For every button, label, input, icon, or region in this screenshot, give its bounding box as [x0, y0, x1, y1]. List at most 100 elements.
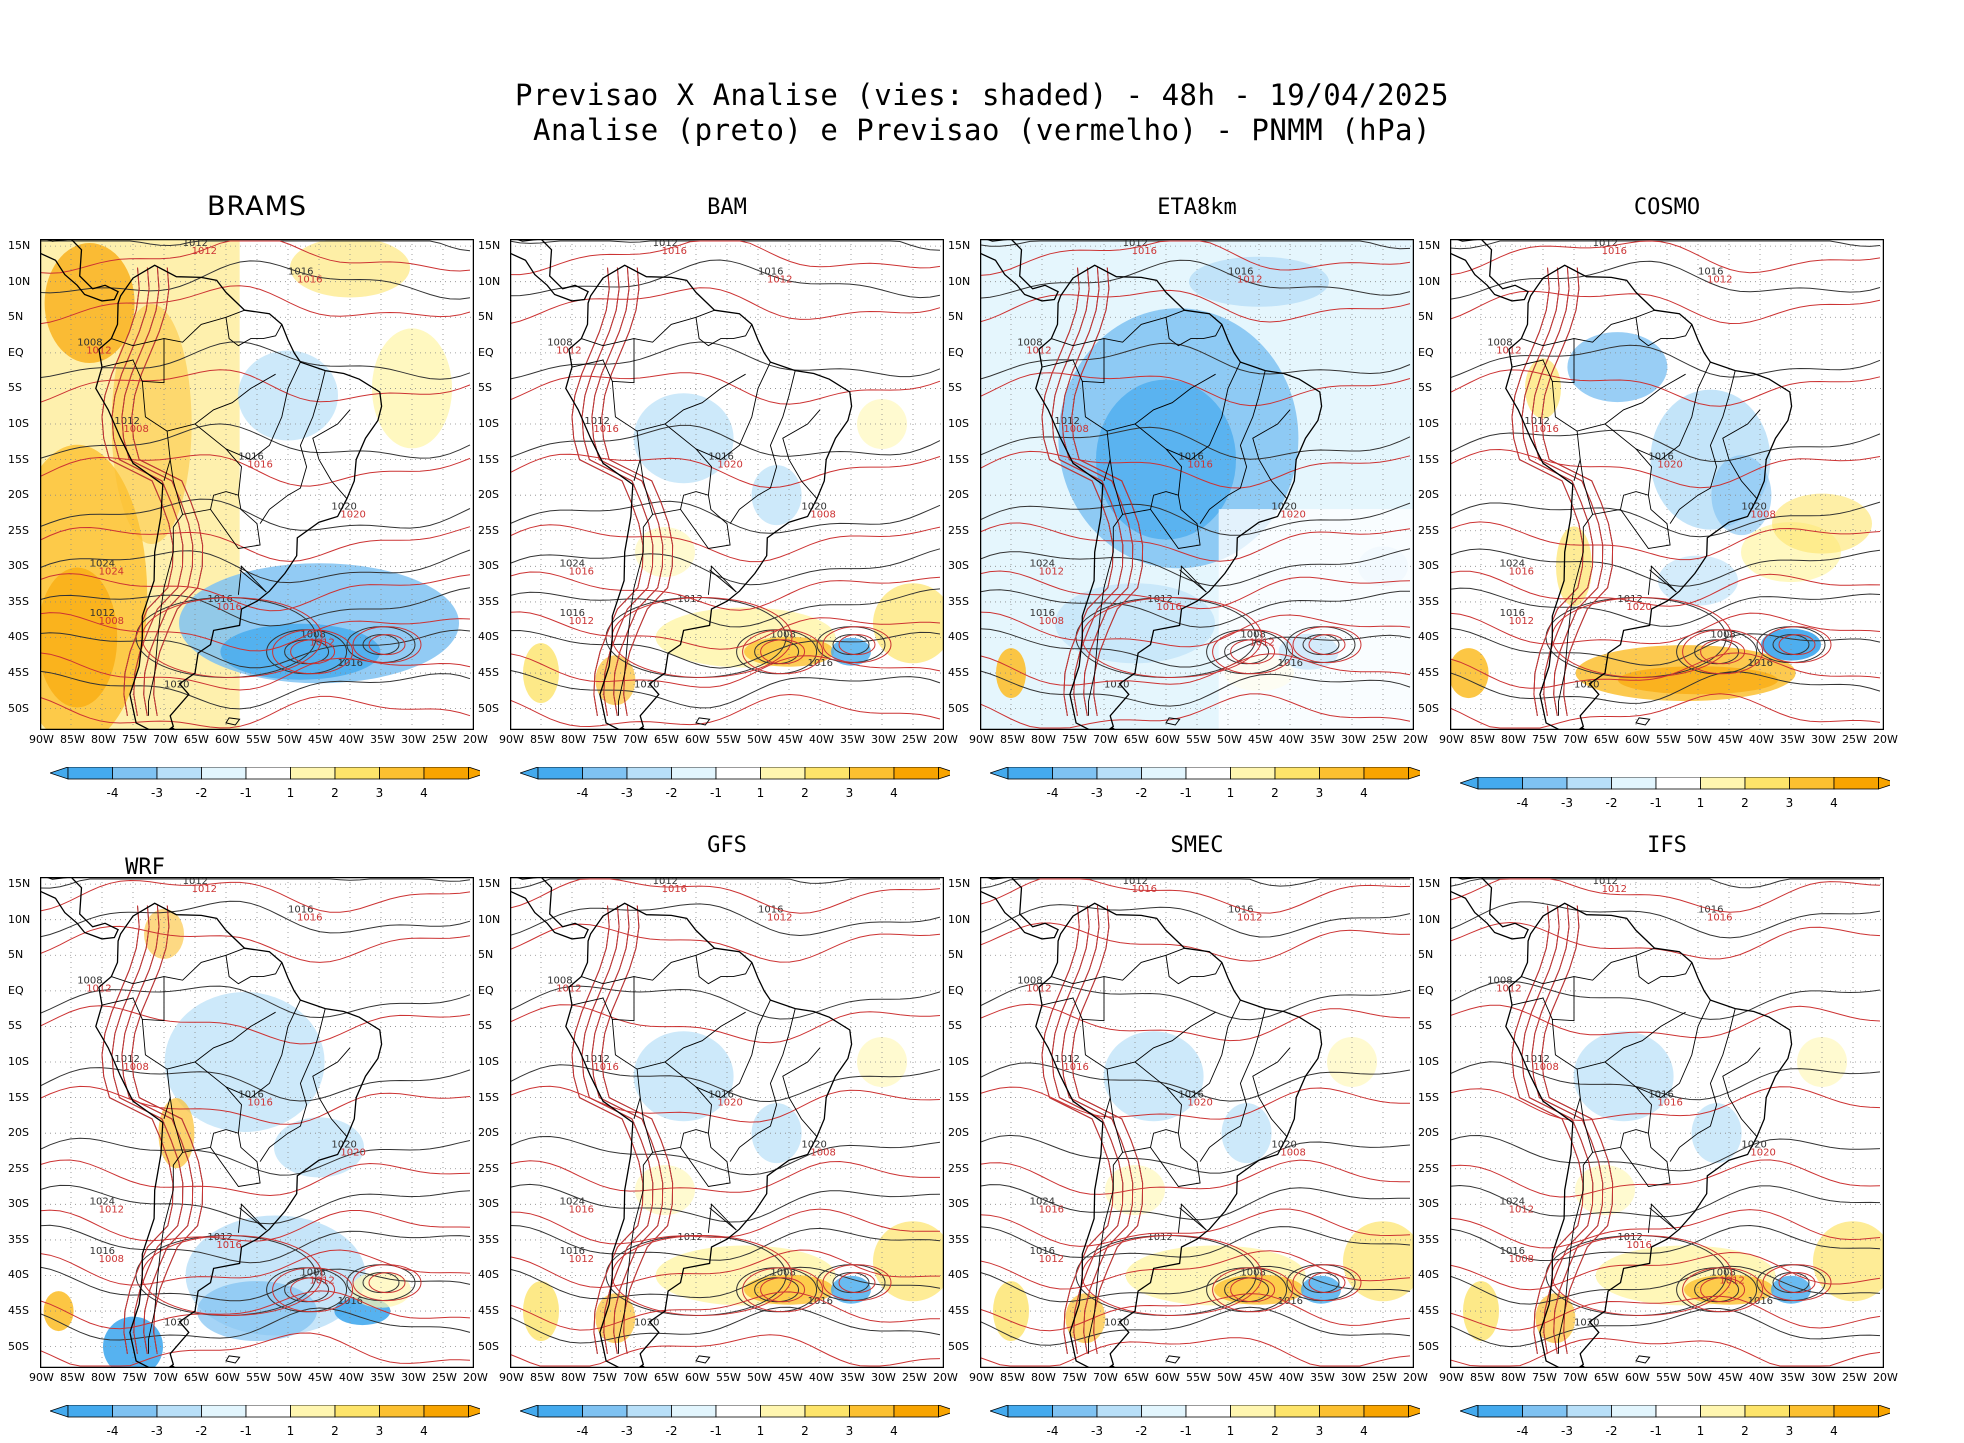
isobar-label: 1008	[770, 1267, 795, 1278]
lon-tick-label: 20W	[463, 1371, 488, 1384]
isobar-label: 1024	[90, 558, 115, 569]
lat-tick-label: 35S	[8, 1232, 29, 1246]
isobar-label: 1024	[1030, 558, 1055, 569]
lon-tick-label: 85W	[1470, 1371, 1495, 1384]
isobar-label: 1016	[758, 905, 783, 916]
lon-tick-label: 35W	[1780, 1371, 1805, 1384]
isobar-label: 1012	[192, 246, 217, 257]
lat-tick-label: 15S	[8, 452, 29, 466]
lat-tick-label: 15S	[8, 1090, 29, 1104]
lat-tick-label: 45S	[948, 666, 969, 680]
panel-title: SMEC	[1170, 833, 1224, 858]
isobar-label: 1012	[207, 1232, 232, 1243]
colorbar-tick: -1	[1180, 1424, 1192, 1438]
lon-tick-label: 90W	[969, 1371, 994, 1384]
lat-tick-label: 5N	[948, 310, 964, 324]
isobar-label: 1016	[247, 1098, 272, 1109]
lat-tick-label: 10N	[1418, 274, 1441, 288]
lat-tick-label: 45S	[8, 1304, 29, 1318]
lon-tick-label: 85W	[530, 733, 555, 746]
lon-tick-label: 45W	[1248, 1371, 1273, 1384]
colorbar-tick: 2	[1271, 1424, 1279, 1438]
colorbar-tick: 1	[757, 786, 765, 800]
isobar-label: 1020	[1104, 1317, 1129, 1328]
isobar-label: 1008	[1710, 1267, 1735, 1278]
lat-tick-label: 30S	[8, 1197, 29, 1211]
lat-tick-label: 15N	[478, 239, 501, 253]
coastlines	[980, 239, 1323, 730]
isobar-label: 1020	[634, 1317, 659, 1328]
lat-tick-label: 10S	[948, 417, 969, 430]
isobar-label: 1012	[1593, 877, 1618, 887]
isobar-label: 1016	[1509, 566, 1534, 577]
lat-tick-label: 5S	[478, 1019, 492, 1033]
isobar-label: 1016	[1178, 1090, 1203, 1101]
lat-tick-label: 40S	[948, 1268, 969, 1282]
isobar-label: 1016	[808, 658, 833, 669]
lat-tick-label: 10S	[8, 1055, 29, 1068]
colorbar-tick: -1	[1650, 796, 1662, 810]
isobar-label: 1008	[99, 1254, 124, 1265]
isobar-label: 1020	[1741, 501, 1766, 512]
lat-tick-label: 35S	[1418, 1232, 1439, 1246]
panel-ifs: IFS 1012 1016 1008 1012 1016 1020 1024 1016 1012 1…	[1412, 833, 1898, 1438]
isobar-label: 1020	[340, 1147, 365, 1158]
lon-tick-label: 35W	[840, 733, 865, 746]
colorbar-tick: 1	[287, 1424, 295, 1438]
colorbar-tick: -3	[621, 786, 633, 800]
coastlines	[510, 239, 853, 730]
colorbar-tick: 4	[890, 1424, 898, 1438]
lat-tick-label: 40S	[948, 630, 969, 644]
isobar-label: 1016	[1228, 267, 1253, 278]
lat-tick-label: 15N	[1418, 877, 1441, 891]
lat-tick-label: 50S	[1418, 1339, 1439, 1353]
colorbar-tick: 2	[331, 1424, 339, 1438]
isobar-label: 1020	[1104, 679, 1129, 690]
isobar-label: 1008	[123, 1062, 148, 1073]
lat-tick-label: 15S	[948, 1090, 969, 1104]
isobar-label: 1016	[297, 275, 322, 286]
isobar-label: 1008	[1240, 629, 1265, 640]
colorbar-tick: -2	[196, 786, 208, 800]
lat-tick-label: EQ	[948, 345, 964, 359]
lat-tick-label: 45S	[948, 1304, 969, 1318]
colorbar-tick: -4	[1047, 786, 1059, 800]
lon-tick-label: 30W	[1341, 733, 1366, 746]
isobar-label: 1016	[1602, 246, 1627, 257]
isobar-label: 1012	[584, 416, 609, 427]
isobar-label: 1016	[238, 1090, 263, 1101]
lat-tick-label: 35S	[1418, 594, 1439, 608]
lon-tick-label: 50W	[277, 1371, 302, 1384]
isobar-label: 1016	[560, 1246, 585, 1257]
isobar-label: 1020	[1657, 460, 1682, 471]
lon-tick-label: 70W	[153, 1371, 178, 1384]
lat-tick-label: 15N	[948, 877, 971, 891]
lon-tick-label: 70W	[1093, 1371, 1118, 1384]
lon-tick-label: 85W	[60, 733, 85, 746]
lat-tick-label: 25S	[1418, 523, 1439, 537]
lon-tick-label: 20W	[463, 733, 488, 746]
isobar-label: 1012	[1147, 594, 1172, 605]
map-frame: 1012 1016 1008 1012 1016 1020 1024 1016 1012 1008…	[1450, 239, 1884, 730]
lon-tick-label: 80W	[561, 1371, 586, 1384]
isobar-label: 1012	[653, 239, 678, 249]
lat-tick-label: 50S	[1418, 701, 1439, 715]
lat-tick-label: 10N	[8, 912, 31, 926]
isobar-label: 1012	[1524, 1054, 1549, 1065]
lon-tick-label: 20W	[1873, 733, 1898, 746]
lat-tick-label: 25S	[948, 523, 969, 537]
lat-tick-label: 5S	[1418, 381, 1432, 395]
colorbar-tick: -2	[666, 1424, 678, 1438]
colorbar-tick: 2	[1741, 1424, 1749, 1438]
lat-tick-label: 35S	[8, 594, 29, 608]
isobar-label: 1008	[77, 338, 102, 349]
lat-tick-label: EQ	[8, 983, 24, 997]
isobar-label: 1020	[1574, 1317, 1599, 1328]
colorbar-tick: -1	[1650, 1424, 1662, 1438]
isobar-label: 1012	[1054, 1054, 1079, 1065]
lon-tick-label: 75W	[592, 1371, 617, 1384]
lon-tick-label: 30W	[401, 1371, 426, 1384]
lon-tick-label: 25W	[1842, 733, 1867, 746]
isobar-label: 1016	[1657, 1098, 1682, 1109]
coastlines	[1450, 877, 1793, 1368]
